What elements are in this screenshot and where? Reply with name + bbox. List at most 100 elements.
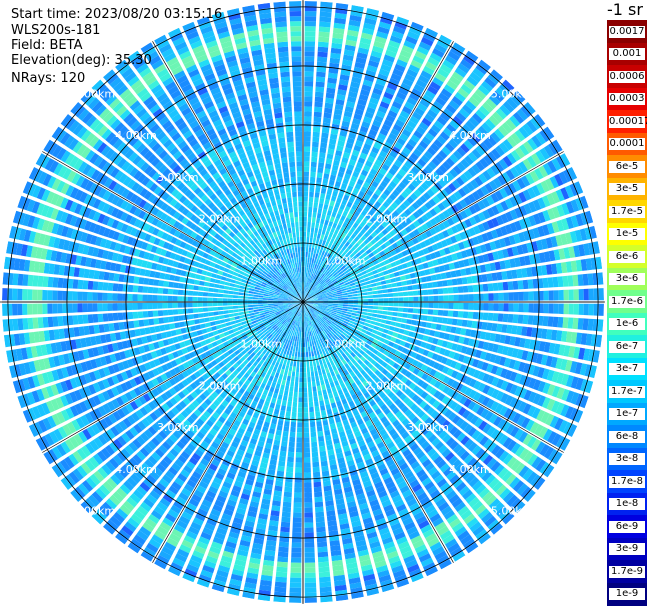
range-gate-cell <box>527 405 537 417</box>
range-gate-cell <box>319 450 327 457</box>
range-gate-cell <box>352 296 359 300</box>
range-gate-cell <box>490 229 499 239</box>
range-gate-cell <box>303 442 310 448</box>
range-gate-cell <box>311 351 315 357</box>
range-gate-cell <box>512 314 519 324</box>
range-gate-cell <box>332 32 344 40</box>
range-gate-cell <box>393 297 399 302</box>
range-gate-cell <box>381 96 392 105</box>
range-gate-cell <box>400 82 411 92</box>
range-gate-cell <box>307 299 313 301</box>
range-gate-cell <box>307 221 311 228</box>
range-gate-cell <box>277 465 285 472</box>
range-gate-cell <box>304 292 307 298</box>
range-gate-cell <box>551 221 560 233</box>
range-gate-cell <box>502 139 514 151</box>
range-gate-cell <box>489 333 497 342</box>
range-gate-cell <box>472 112 483 124</box>
range-gate-cell <box>305 282 308 288</box>
range-gate-cell <box>369 216 377 224</box>
range-gate-cell <box>314 288 319 293</box>
range-gate-cell <box>312 131 320 138</box>
range-gate-cell <box>327 77 337 84</box>
range-gate-cell <box>460 328 467 336</box>
range-gate-cell <box>236 322 242 327</box>
range-gate-cell <box>318 440 325 447</box>
range-gate-cell <box>448 334 455 342</box>
range-gate-cell <box>531 135 542 148</box>
range-gate-cell <box>463 303 469 310</box>
range-gate-cell <box>317 296 323 299</box>
range-gate-cell <box>453 352 461 361</box>
range-gate-cell <box>295 452 303 458</box>
range-gate-cell <box>466 182 475 192</box>
range-gate-cell <box>312 299 318 301</box>
range-gate-cell <box>385 279 392 284</box>
range-gate-cell <box>540 354 548 366</box>
range-gate-cell <box>425 275 432 282</box>
range-gate-cell <box>291 547 302 553</box>
range-gate-cell <box>383 339 390 345</box>
range-gate-cell <box>416 126 426 135</box>
range-gate-cell <box>541 265 548 276</box>
range-gate-cell <box>295 371 299 378</box>
range-gate-cell <box>442 287 449 294</box>
range-gate-cell <box>409 272 416 279</box>
range-gate-cell <box>376 155 385 163</box>
range-gate-cell <box>522 403 532 415</box>
range-gate-cell <box>518 191 527 203</box>
range-gate-cell <box>320 405 326 411</box>
range-gate-cell <box>352 171 360 178</box>
range-gate-cell <box>408 331 415 337</box>
range-gate-cell <box>338 243 344 249</box>
range-gate-cell <box>306 231 310 238</box>
range-gate-cell <box>309 341 313 347</box>
range-gate-cell <box>537 225 545 237</box>
range-gate-cell <box>575 213 584 227</box>
range-gate-cell <box>326 87 336 94</box>
range-gate-cell <box>365 280 371 285</box>
range-gate-cell <box>597 319 604 332</box>
range-gate-cell <box>314 281 318 286</box>
range-gate-cell <box>422 247 430 255</box>
range-gate-cell <box>322 224 328 231</box>
range-gate-cell <box>509 115 521 128</box>
range-gate-cell <box>513 194 523 205</box>
range-gate-cell <box>391 282 398 288</box>
range-gate-cell <box>420 276 427 283</box>
range-gate-cell <box>319 400 325 406</box>
range-gate-cell <box>295 467 302 473</box>
range-gate-cell <box>351 264 358 269</box>
range-gate-cell <box>386 154 395 163</box>
range-gate-cell <box>382 201 390 209</box>
range-gate-cell <box>565 359 573 372</box>
range-gate-cell <box>311 285 316 291</box>
range-gate-cell <box>364 277 370 282</box>
range-gate-cell <box>495 145 505 157</box>
range-gate-cell <box>435 168 444 177</box>
range-gate-cell <box>328 67 339 74</box>
range-gate-cell <box>330 227 336 234</box>
range-gate-cell <box>353 258 360 264</box>
range-gate-cell <box>422 283 428 289</box>
range-gate-cell <box>317 303 323 305</box>
range-gate-cell <box>424 89 436 100</box>
range-gate-cell <box>313 121 321 128</box>
range-gate-cell <box>303 226 307 232</box>
range-gate-cell <box>492 343 499 353</box>
range-gate-cell <box>362 295 369 299</box>
range-gate-cell <box>408 26 422 36</box>
range-gate-cell <box>486 219 495 229</box>
range-gate-cell <box>385 263 392 270</box>
range-gate-cell <box>315 270 319 276</box>
range-gate-cell <box>324 429 331 436</box>
range-gate-cell <box>373 273 380 279</box>
range-gate-cell <box>415 257 422 265</box>
range-gate-cell <box>292 517 302 523</box>
range-gate-cell <box>518 218 527 230</box>
range-gate-cell <box>406 279 412 285</box>
range-gate-cell <box>503 185 513 196</box>
range-gate-cell <box>485 98 497 110</box>
range-gate-cell <box>344 281 350 286</box>
range-gate-cell <box>438 212 446 221</box>
